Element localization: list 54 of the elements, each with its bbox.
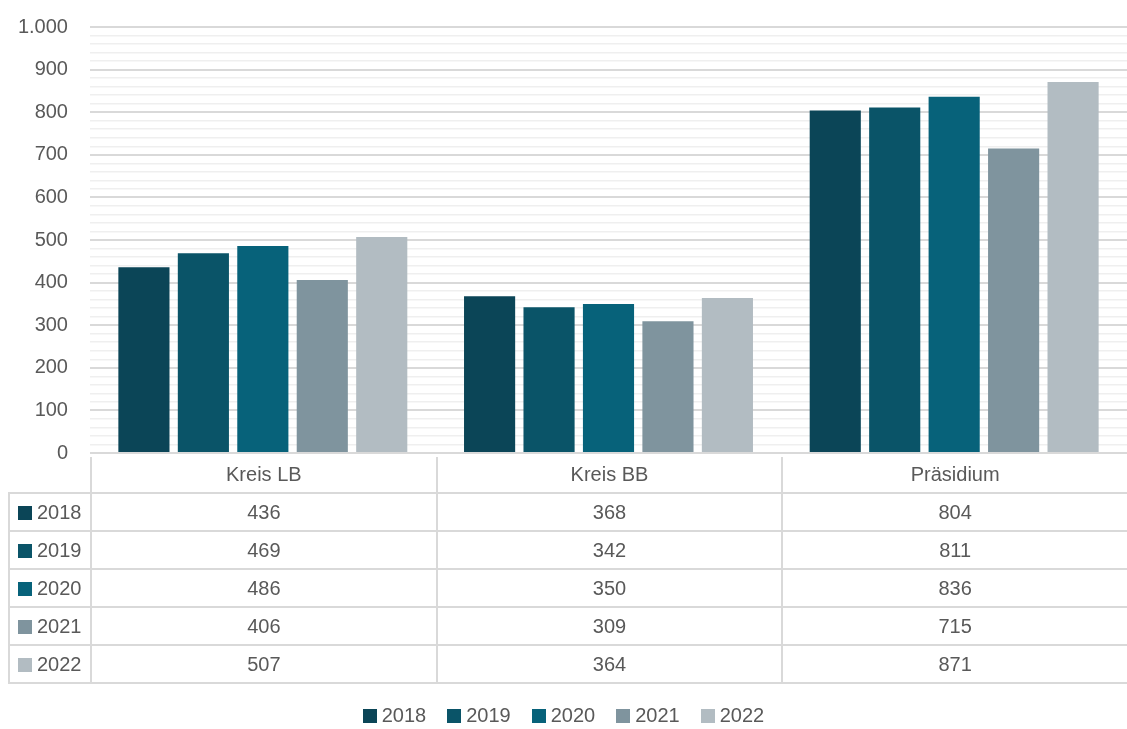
data-label: 364: [436, 645, 783, 683]
data-label: 406: [91, 607, 437, 645]
data-label: 469: [91, 531, 437, 569]
bar: [296, 280, 348, 452]
data-label: 368: [436, 493, 783, 531]
legend-label: 2021: [635, 704, 680, 726]
data-label: 715: [782, 607, 1127, 645]
text: 2020: [550, 704, 596, 726]
y-tick-label: 500: [34, 227, 68, 250]
y-tick-label: 700: [34, 142, 68, 165]
data-label: 486: [91, 569, 437, 607]
bar: [177, 253, 229, 452]
y-tick-label: 300: [34, 312, 68, 335]
data-label: 871: [782, 645, 1127, 683]
legend-label: 2022: [719, 704, 765, 726]
legend-label: 2020: [37, 576, 82, 599]
text: 2022: [37, 652, 82, 675]
y-tick-label: 800: [34, 99, 68, 122]
data-label: 836: [782, 569, 1127, 607]
y-tick-label: 400: [34, 270, 68, 293]
data-label: 436: [91, 493, 437, 531]
y-tick-label: 900: [34, 57, 68, 80]
bar: [1047, 81, 1099, 452]
bar: [928, 96, 980, 452]
text: 2019: [466, 704, 511, 726]
data-label: 309: [436, 607, 783, 645]
x-tick-label: Kreis BB: [570, 463, 649, 485]
legend-label: 2018: [37, 500, 82, 523]
x-tick-label: Präsidium: [910, 463, 1000, 485]
bar: [988, 148, 1040, 452]
bar: [237, 245, 289, 452]
legend-label: 2019: [37, 538, 82, 561]
bar: [356, 237, 408, 452]
y-tick-label: 200: [34, 355, 68, 378]
data-label: 811: [782, 531, 1127, 569]
y-tick-label: 1.000: [17, 14, 68, 37]
x-tick-label: Kreis LB: [226, 463, 302, 485]
text: 2021: [37, 614, 82, 637]
data-label: 507: [91, 645, 437, 683]
y-tick-label: 100: [34, 397, 68, 420]
y-tick-label: 600: [34, 184, 68, 207]
bar: [642, 321, 694, 452]
y-tick-label: 0: [56, 440, 68, 463]
bar: [118, 267, 170, 452]
bar: [523, 307, 575, 452]
bar: [869, 107, 921, 452]
bar: [464, 296, 516, 452]
data-label: 342: [436, 531, 783, 569]
data-label: 804: [782, 493, 1127, 531]
data-label: 350: [436, 569, 783, 607]
bar: [582, 303, 635, 452]
bar: [701, 297, 753, 452]
text: 2018: [381, 704, 427, 726]
bar: [809, 110, 861, 452]
